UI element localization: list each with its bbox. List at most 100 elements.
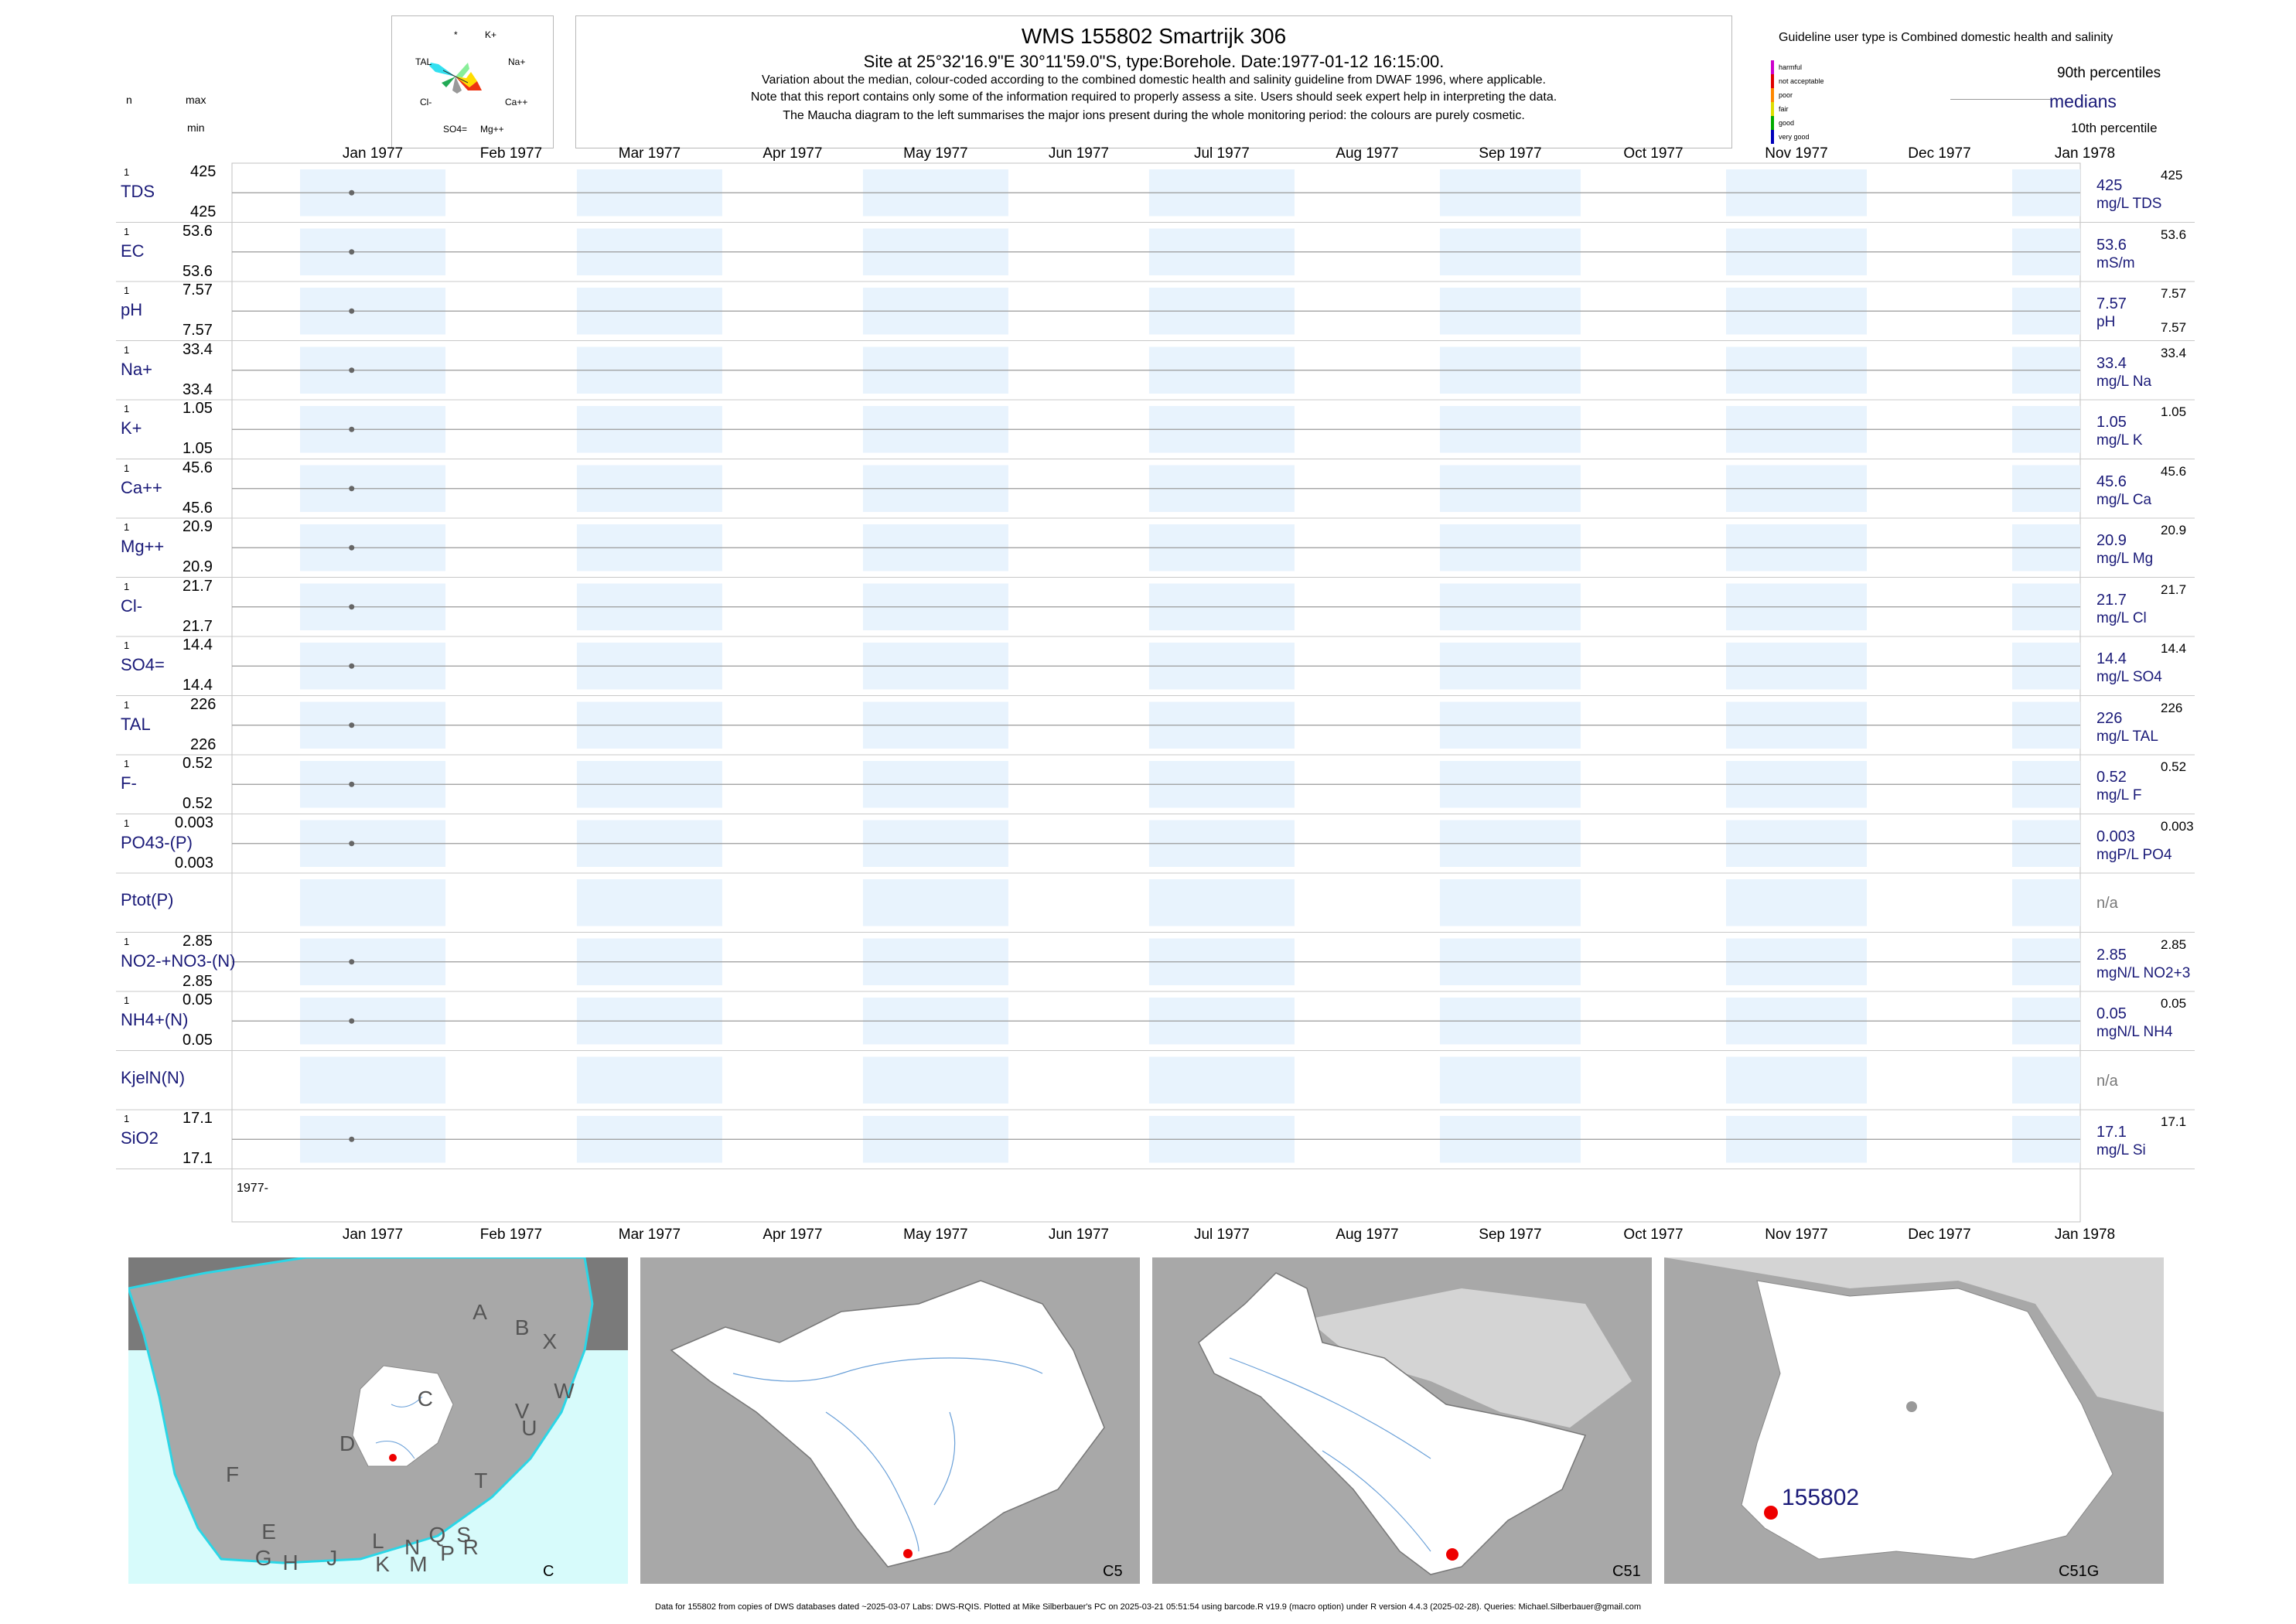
maucha-mg-segment	[455, 77, 482, 90]
median-value: 425	[2096, 177, 2123, 194]
region-letter: R	[463, 1535, 479, 1559]
min-value: 7.57	[183, 322, 213, 339]
page-title: WMS 155802 Smartrijk 306	[1021, 24, 1287, 48]
month-label: Sep 1977	[1479, 1227, 1542, 1243]
min-value: 425	[190, 203, 217, 220]
sample-count: 1	[124, 285, 130, 296]
max-value: 17.1	[183, 1110, 213, 1127]
unit-label: mg/L SO4	[2096, 669, 2162, 685]
p90-value: 2.85	[2161, 937, 2187, 952]
sample-count: 1	[124, 1113, 130, 1124]
month-band	[300, 879, 446, 926]
month-band	[1148, 879, 1295, 926]
max-value: 45.6	[183, 459, 213, 476]
min-value: 17.1	[183, 1150, 213, 1167]
sample-count: 1	[124, 521, 130, 533]
data-point	[349, 544, 355, 551]
parameter-name: pH	[121, 300, 143, 319]
p90-value: 0.003	[2161, 818, 2194, 834]
sample-count: 1	[124, 640, 130, 651]
parameter-name: Mg++	[121, 537, 165, 556]
month-label: Jan 1978	[2054, 1227, 2116, 1243]
region-letter: S	[456, 1523, 471, 1547]
max-value: 1.05	[183, 400, 213, 417]
min-value: 0.003	[175, 854, 214, 872]
month-label: Nov 1977	[1765, 145, 1828, 162]
median-value: 17.1	[2096, 1124, 2127, 1141]
month-label: Nov 1977	[1765, 1227, 1828, 1243]
note-line-3: The Maucha diagram to the left summarise…	[783, 109, 1525, 122]
median-value: 14.4	[2096, 650, 2127, 667]
region-letter: V	[515, 1399, 530, 1423]
unit-label: mgN/L NO2+3	[2096, 964, 2191, 981]
month-label: Mar 1977	[618, 145, 681, 162]
max-value: 226	[190, 695, 217, 713]
map-caption-c: C	[543, 1563, 554, 1580]
n-header: n	[126, 94, 132, 106]
p90-value: 17.1	[2161, 1114, 2187, 1129]
min-header: min	[187, 121, 205, 134]
maucha-label-na: Na+	[508, 56, 525, 67]
map-c51: C51	[1152, 1257, 1652, 1584]
median-value: 226	[2096, 709, 2123, 727]
max-value: 53.6	[183, 222, 213, 240]
sample-count: 1	[124, 580, 130, 592]
map-c51-svg: C51	[1198, 1272, 1641, 1580]
p90-value: 1.05	[2161, 404, 2187, 419]
month-label: Jan 1977	[342, 145, 404, 162]
max-value: 21.7	[183, 577, 213, 595]
month-label: Aug 1977	[1336, 1227, 1399, 1243]
month-label: Sep 1977	[1479, 145, 1542, 162]
note-line-1: Variation about the median, colour-coded…	[762, 73, 1546, 87]
legend-class-list: harmful not acceptable poor fair good very go…	[1771, 60, 1824, 144]
maucha-na-segment	[455, 63, 469, 78]
region-letter: K	[375, 1552, 390, 1576]
parameter-name: Ca++	[121, 477, 162, 497]
legend-class-swatch	[1771, 60, 1774, 74]
min-value: 21.7	[183, 617, 213, 635]
month-band	[862, 879, 1008, 926]
unit-label: mg/L Si	[2096, 1142, 2146, 1158]
median-value: 33.4	[2096, 354, 2127, 372]
legend-p90: 90th percentiles	[2057, 65, 2161, 81]
month-label: May 1977	[903, 1227, 968, 1243]
parameter-name: F-	[121, 773, 137, 793]
min-value: 2.85	[183, 972, 213, 990]
min-value: 14.4	[183, 677, 213, 694]
region-letter: B	[515, 1315, 530, 1339]
maucha-label-so4: SO4=	[443, 124, 467, 135]
max-value: 7.57	[183, 281, 213, 299]
month-label: May 1977	[903, 145, 968, 162]
min-value: 20.9	[183, 558, 213, 575]
legend-p10: 10th percentile	[2071, 121, 2158, 135]
map-c51g: 155802 C51G	[1664, 1257, 2164, 1584]
month-label: Dec 1977	[1908, 1227, 1971, 1243]
region-letter: T	[474, 1469, 487, 1493]
region-letter: U	[521, 1416, 537, 1440]
min-value: 226	[190, 735, 217, 753]
parameter-name: NO2-+NO3-(N)	[121, 950, 236, 971]
parameter-name: EC	[121, 241, 145, 261]
max-value: 14.4	[183, 636, 213, 653]
unit-label: pH	[2096, 314, 2116, 330]
min-value: 0.52	[183, 795, 213, 812]
data-point	[349, 486, 355, 492]
month-band	[1725, 879, 1867, 926]
region-letter: L	[372, 1529, 384, 1553]
p90-value: 0.52	[2161, 759, 2187, 774]
region-letter: E	[261, 1520, 276, 1544]
maucha-so4-segment	[452, 77, 462, 94]
legend-class-very-good: very good	[1771, 130, 1824, 144]
parameter-name: KjelN(N)	[121, 1067, 186, 1087]
region-letter: P	[440, 1541, 455, 1565]
data-point	[349, 367, 355, 374]
parameter-name: TAL	[121, 714, 151, 734]
month-band	[1439, 879, 1581, 926]
legend-class-swatch	[1771, 88, 1774, 102]
site-line: Site at 25°32'16.9"E 30°11'59.0"S, type:…	[863, 52, 1445, 71]
title-box: WMS 155802 Smartrijk 306 Site at 25°32'1…	[575, 15, 1732, 148]
sample-count: 1	[124, 817, 130, 829]
median-value: 7.57	[2096, 295, 2127, 312]
